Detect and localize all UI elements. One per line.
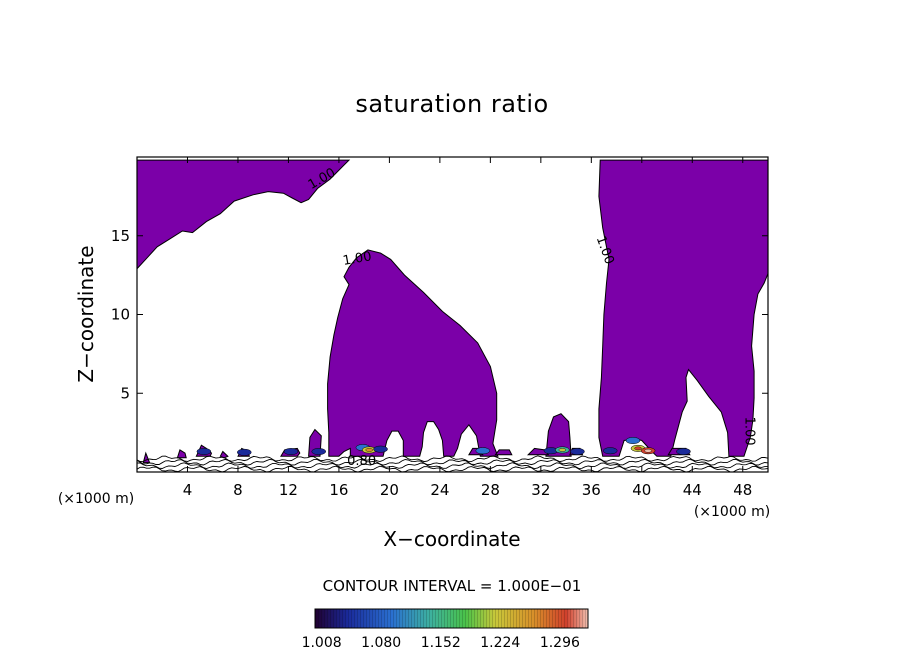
plot-area [137, 157, 768, 472]
x-tick-label-44: 44 [683, 481, 702, 499]
saturation-regions [137, 159, 768, 464]
hotspot-14 [625, 437, 641, 444]
x-tick-label-12: 12 [279, 481, 298, 499]
surface-contour-0.9 [137, 462, 768, 470]
hotspot-core-13 [644, 448, 652, 453]
surface-contour-0.85 [137, 458, 768, 466]
x-tick-label-36: 36 [582, 481, 601, 499]
hotspot-1 [196, 448, 212, 455]
x-tick-label-4: 4 [183, 481, 193, 499]
colorbar-frame [314, 608, 589, 629]
y-axis-label: Z−coordinate [74, 245, 98, 382]
hotspot-core-12 [634, 446, 642, 451]
surface-contours [137, 455, 768, 472]
y-tick-label-5: 5 [120, 384, 130, 402]
colorbar-tick-1.224: 1.224 [480, 635, 520, 651]
hotspot-2 [237, 448, 252, 456]
y-axis-ticks: 5 10 15 [111, 227, 768, 402]
hotspot-core-6 [365, 448, 373, 452]
colorbar-ticks: 1.008 1.080 1.152 1.224 1.296 [302, 635, 580, 651]
hotspot-core-10 [558, 448, 566, 452]
saturation-region-central [327, 249, 499, 457]
saturation-region-right [598, 159, 768, 457]
saturation-region-upper-left [137, 159, 351, 270]
x-tick-label-16: 16 [329, 481, 348, 499]
x-axis-ticks: 4 8 12 16 20 24 28 32 36 40 44 48 [183, 157, 752, 499]
hotspot-11 [570, 448, 585, 455]
saturation-hotspots [196, 437, 691, 456]
x-tick-label-8: 8 [233, 481, 243, 499]
colorbar [314, 608, 589, 629]
y-tick-label-15: 15 [111, 227, 130, 245]
hotspot-16 [603, 447, 618, 455]
x-axis-label: X−coordinate [383, 527, 520, 551]
colorbar-tick-1.152: 1.152 [421, 635, 461, 651]
x-units-label: (×1000 m) [694, 504, 770, 520]
contour-label-2: 1.00 [342, 249, 373, 269]
saturation-region-cell-29 [494, 449, 513, 456]
colorbar-tick-1.080: 1.080 [361, 635, 401, 651]
hotspot-7 [373, 445, 388, 453]
saturation-region-cell-3.5 [176, 449, 187, 459]
hotspot-15 [676, 448, 691, 455]
hotspot-3 [283, 448, 299, 455]
x-tick-label-20: 20 [380, 481, 399, 499]
hotspot-4 [311, 448, 326, 455]
y-tick-label-10: 10 [111, 306, 130, 324]
contour-label-5: 0.80 [347, 454, 376, 469]
contour-label-4: 1.00 [741, 417, 756, 446]
x-tick-label-28: 28 [481, 481, 500, 499]
hotspot-8 [475, 447, 491, 455]
surface-contour-0.95 [137, 465, 768, 472]
x-tick-label-24: 24 [430, 481, 449, 499]
colorbar-tick-1.008: 1.008 [302, 635, 342, 651]
y-units-label: (×1000 m) [58, 491, 134, 507]
x-tick-label-48: 48 [733, 481, 752, 499]
surface-contour-0.8 [137, 455, 768, 463]
contour-interval-label: CONTOUR INTERVAL = 1.000E−01 [323, 577, 582, 595]
chart-title: saturation ratio [355, 90, 548, 118]
x-tick-label-40: 40 [632, 481, 651, 499]
colorbar-tick-1.296: 1.296 [540, 635, 580, 651]
colorbar-level-lines [315, 609, 588, 628]
x-tick-label-32: 32 [531, 481, 550, 499]
